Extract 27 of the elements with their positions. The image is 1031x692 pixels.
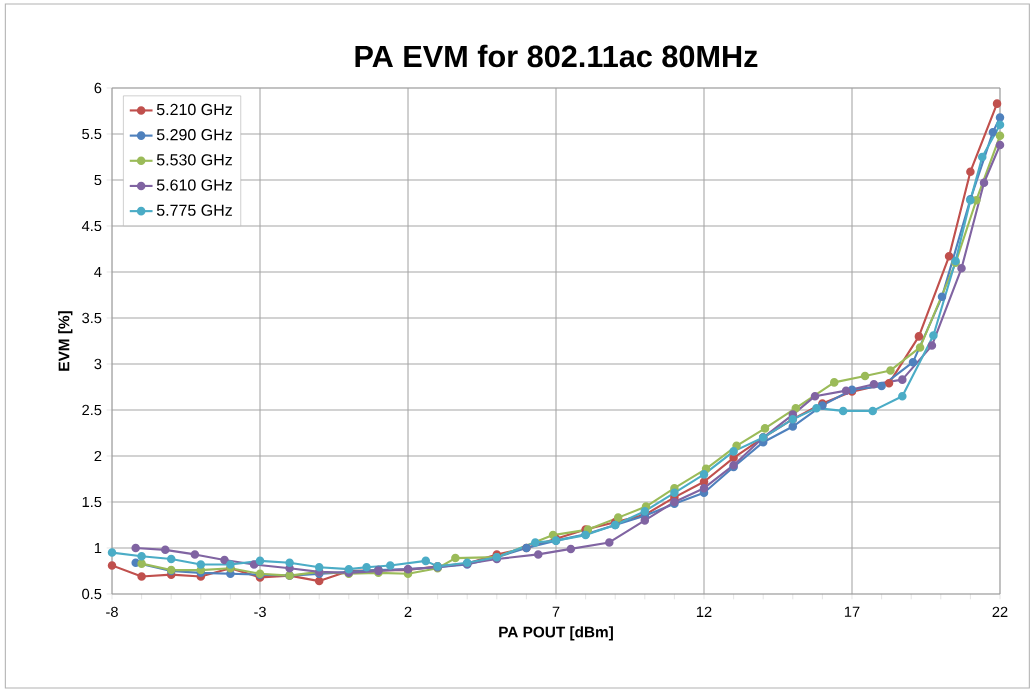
x-tick-label: -8 xyxy=(106,606,118,618)
x-tick-label: 22 xyxy=(992,606,1008,617)
legend-label: 5.290 GHz xyxy=(156,129,232,141)
y-tick-label: 3.5 xyxy=(82,312,102,324)
legend-label: 5.775 GHz xyxy=(156,204,232,216)
y-tick-label: 4 xyxy=(94,266,102,278)
x-tick-label: -3 xyxy=(254,606,266,618)
y-tick-label: 3 xyxy=(94,358,102,370)
x-tick-label: 17 xyxy=(844,606,860,617)
x-axis-title: PA POUT [dBm] xyxy=(499,626,613,641)
legend-label: 5.530 GHz xyxy=(156,154,232,166)
y-axis-title: EVM [%] xyxy=(58,311,73,371)
y-tick-label: 1.5 xyxy=(82,496,102,508)
chart-title: PA EVM for 802.11ac 80MHz xyxy=(355,44,758,68)
y-tick-label: 5 xyxy=(94,174,102,186)
y-tick-label: 4.5 xyxy=(81,220,102,232)
legend-label: 5.610 GHz xyxy=(156,179,232,191)
x-tick-label: 7 xyxy=(552,606,560,617)
y-tick-label: 2 xyxy=(94,450,102,462)
y-tick-label: 1 xyxy=(94,542,102,554)
legend-label: 5.210 GHz xyxy=(156,103,232,116)
y-tick-label: 6 xyxy=(94,82,102,94)
x-tick-label: 12 xyxy=(696,606,712,617)
x-tick-label: 2 xyxy=(404,606,412,617)
y-tick-label: 5.5 xyxy=(82,128,102,140)
y-tick-label: 2.5 xyxy=(82,404,102,416)
y-tick-label: 0.5 xyxy=(82,588,102,600)
